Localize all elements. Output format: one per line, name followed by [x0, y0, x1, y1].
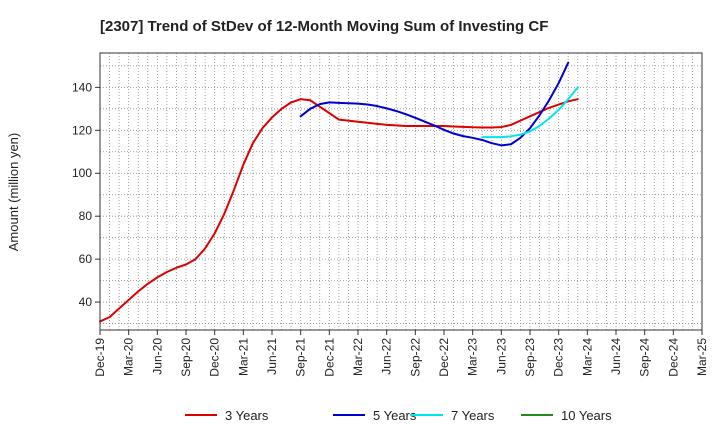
y-tick-label: 40 [79, 295, 93, 309]
x-tick-label: Mar-22 [351, 338, 365, 376]
y-axis-label: Amount (million yen) [6, 133, 21, 252]
y-tick-label: 60 [79, 252, 93, 266]
x-tick-label: Dec-22 [437, 338, 451, 377]
x-tick-label: Dec-20 [208, 338, 222, 377]
chart-title: [2307] Trend of StDev of 12-Month Moving… [100, 18, 548, 35]
series-lines [99, 61, 579, 323]
x-tick-label: Sep-24 [638, 338, 652, 377]
y-axis-ticks: 40 60 80 100 120 140 [72, 80, 100, 309]
y-tick-label: 100 [72, 166, 92, 180]
legend: 3 Years 5 Years 7 Years 10 Years [185, 408, 612, 423]
y-tick-label: 120 [72, 123, 92, 137]
x-tick-label: Sep-22 [408, 338, 422, 377]
series-line-3-years [99, 98, 579, 323]
plot-area [100, 53, 702, 330]
x-tick-label: Dec-19 [93, 338, 107, 377]
x-tick-label: Dec-23 [552, 338, 566, 377]
x-tick-label: Sep-21 [294, 338, 308, 377]
x-tick-label: Sep-20 [179, 338, 193, 377]
x-tick-label: Jun-22 [380, 338, 394, 375]
x-tick-label: Jun-23 [494, 338, 508, 375]
grid-lines [100, 53, 702, 330]
legend-label: 5 Years [373, 408, 417, 423]
y-tick-label: 140 [72, 80, 92, 94]
series-line-5-years [299, 61, 570, 147]
x-tick-label: Mar-24 [580, 338, 594, 376]
legend-label: 7 Years [451, 408, 495, 423]
x-tick-label: Mar-23 [466, 338, 480, 376]
x-tick-label: Jun-20 [150, 338, 164, 375]
x-tick-label: Dec-24 [666, 338, 680, 377]
x-tick-label: Jun-21 [265, 338, 279, 375]
legend-item-3-years: 3 Years [185, 408, 269, 423]
x-tick-label: Dec-21 [322, 338, 336, 377]
x-tick-label: Mar-21 [236, 338, 250, 376]
legend-label: 3 Years [225, 408, 269, 423]
legend-item-10-years: 10 Years [521, 408, 612, 423]
series-line-7-years [481, 86, 579, 139]
x-tick-label: Mar-20 [122, 338, 136, 376]
y-tick-label: 80 [79, 209, 93, 223]
plot-border [99, 52, 703, 331]
legend-item-7-years: 7 Years [411, 408, 495, 423]
x-axis-ticks: Dec-19 Mar-20 Jun-20 Sep-20 Dec-20 Mar-21 Jun-… [93, 330, 709, 377]
x-tick-label: Jun-24 [609, 338, 623, 375]
legend-label: 10 Years [561, 408, 612, 423]
x-tick-label: Sep-23 [523, 338, 537, 377]
legend-item-5-years: 5 Years [333, 408, 417, 423]
x-tick-label: Mar-25 [695, 338, 709, 376]
